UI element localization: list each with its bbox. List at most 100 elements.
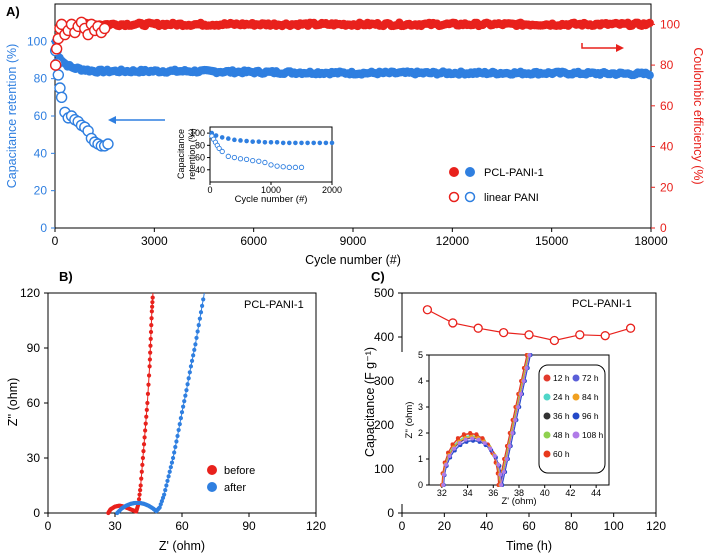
ic-108h-point — [441, 483, 446, 487]
ic-x-tick-label: 34 — [463, 488, 473, 498]
b-before-point — [148, 343, 153, 348]
inset-c-y-label: Z'' (ohm) — [404, 402, 415, 439]
inset-a-y-label-line-1: Capacitance — [176, 129, 186, 179]
inset-a-marks — [209, 130, 335, 170]
panel-b-marks — [106, 292, 206, 516]
c-capacitance-point — [575, 330, 585, 340]
b-before-point — [147, 357, 152, 362]
right-tick-label: 0 — [660, 221, 667, 235]
linear-pani-point — [50, 43, 63, 55]
b-x-tick-label: 90 — [242, 519, 256, 533]
b-after-point — [182, 399, 187, 404]
b-after-point — [173, 444, 178, 450]
ic-108h-point — [447, 453, 452, 458]
ic-108h-point — [498, 472, 503, 477]
b-before-point — [138, 483, 143, 488]
ic-x-tick-label: 44 — [591, 488, 601, 498]
c-capacitance-point — [473, 323, 483, 333]
left-tick-label: 40 — [34, 146, 48, 160]
ic-108h-point — [499, 483, 504, 487]
inset-a-filled-point — [232, 137, 237, 143]
panel-a-legend: PCL-PANI-1 linear PANI — [448, 167, 544, 204]
b-after-point — [175, 433, 180, 439]
panel-c-marks — [422, 305, 636, 346]
inset-a-ticks: 0 1000 2000 40 60 80 100 — [190, 128, 342, 195]
ic-108h-point — [482, 441, 487, 446]
inset-a-open-point — [237, 156, 244, 162]
linear-pani-point — [98, 22, 111, 35]
ic-legend-marker — [543, 412, 551, 420]
b-after-point — [187, 370, 192, 375]
b-x-tick-label: 120 — [306, 519, 326, 533]
b-after-point — [188, 364, 194, 369]
inset-a-x-tick-label: 1000 — [261, 185, 281, 195]
b-after-point — [160, 495, 166, 500]
inset-a-open-point — [280, 164, 286, 170]
ic-legend-marker — [572, 393, 580, 401]
ic-legend-108h: 108 h — [582, 430, 604, 440]
b-before-point — [147, 364, 152, 369]
c-x-tick-label: 40 — [480, 519, 494, 533]
b-after-point — [192, 347, 197, 352]
ic-108h-point — [510, 431, 515, 435]
c-x-tick-label: 100 — [604, 519, 624, 533]
ic-legend-60h: 60 h — [553, 449, 570, 459]
b-after-point — [197, 316, 202, 321]
inset-a-filled-point — [280, 140, 286, 146]
panel-a-x-ticks: 0 3000 6000 9000 12000 15000 18000 — [52, 228, 668, 248]
inset-c-legend: 12 h 24 h 36 h 48 h 60 h 72 h 84 h 96 h 108 h — [543, 373, 604, 459]
inset-a-open-point — [298, 164, 305, 170]
inset-a-open-point — [274, 163, 280, 169]
b-after-point — [165, 478, 170, 484]
b-before-point — [148, 350, 153, 355]
inset-a-y-tick-label: 40 — [195, 165, 205, 175]
ic-108h-point — [470, 436, 475, 441]
c-capacitance-point — [422, 305, 433, 315]
panel-b-x-label: Z' (ohm) — [159, 539, 205, 553]
c-capacitance-point — [498, 327, 509, 338]
c-capacitance-point — [600, 331, 610, 341]
inset-a-open-point — [225, 153, 231, 159]
inset-a-open-point — [250, 157, 256, 164]
inset-a-filled-point — [329, 140, 335, 146]
linear-pani-point — [102, 138, 114, 150]
legend-linear-pani: linear PANI — [484, 192, 539, 204]
inset-a-open-point — [219, 148, 225, 155]
b-before-point — [140, 455, 146, 461]
inset-a-y-label-line-2: retention (%) — [187, 128, 197, 180]
ic-legend-marker — [543, 431, 551, 439]
b-after-point — [167, 469, 172, 474]
b-after-point — [201, 297, 206, 302]
ic-legend-12h: 12 h — [553, 373, 570, 383]
b-after-point — [157, 505, 162, 510]
ic-x-tick-label: 36 — [488, 488, 498, 498]
right-axis-arrow — [581, 43, 624, 52]
ic-108h-point — [444, 462, 449, 467]
panel-b-legend: before after — [207, 465, 255, 494]
b-after-point — [169, 460, 175, 465]
b-after-point — [176, 427, 181, 433]
b-after-point — [200, 303, 205, 308]
left-tick-label: 80 — [34, 72, 48, 86]
ic-108h-point — [521, 379, 526, 383]
b-before-point — [141, 442, 147, 447]
c-y-tick-label: 0 — [387, 506, 394, 520]
c-y-tick-label: 300 — [374, 374, 394, 388]
legend-before-marker — [207, 465, 217, 475]
b-before-point — [141, 449, 146, 454]
panel-c-label: C) — [371, 269, 385, 284]
panel-a-left-y-label: Capacitance retention (%) — [5, 44, 19, 189]
inset-a-filled-point — [323, 140, 329, 146]
b-after-point — [172, 450, 177, 455]
b-after-point — [164, 483, 169, 488]
panel-a-label: A) — [6, 4, 20, 19]
inset-a-open-point — [268, 162, 274, 168]
b-after-point — [168, 465, 173, 470]
c-capacitance-point — [549, 335, 560, 346]
ic-legend-96h: 96 h — [582, 411, 599, 421]
b-before-point — [142, 435, 147, 440]
linear-pani-point — [55, 91, 68, 104]
